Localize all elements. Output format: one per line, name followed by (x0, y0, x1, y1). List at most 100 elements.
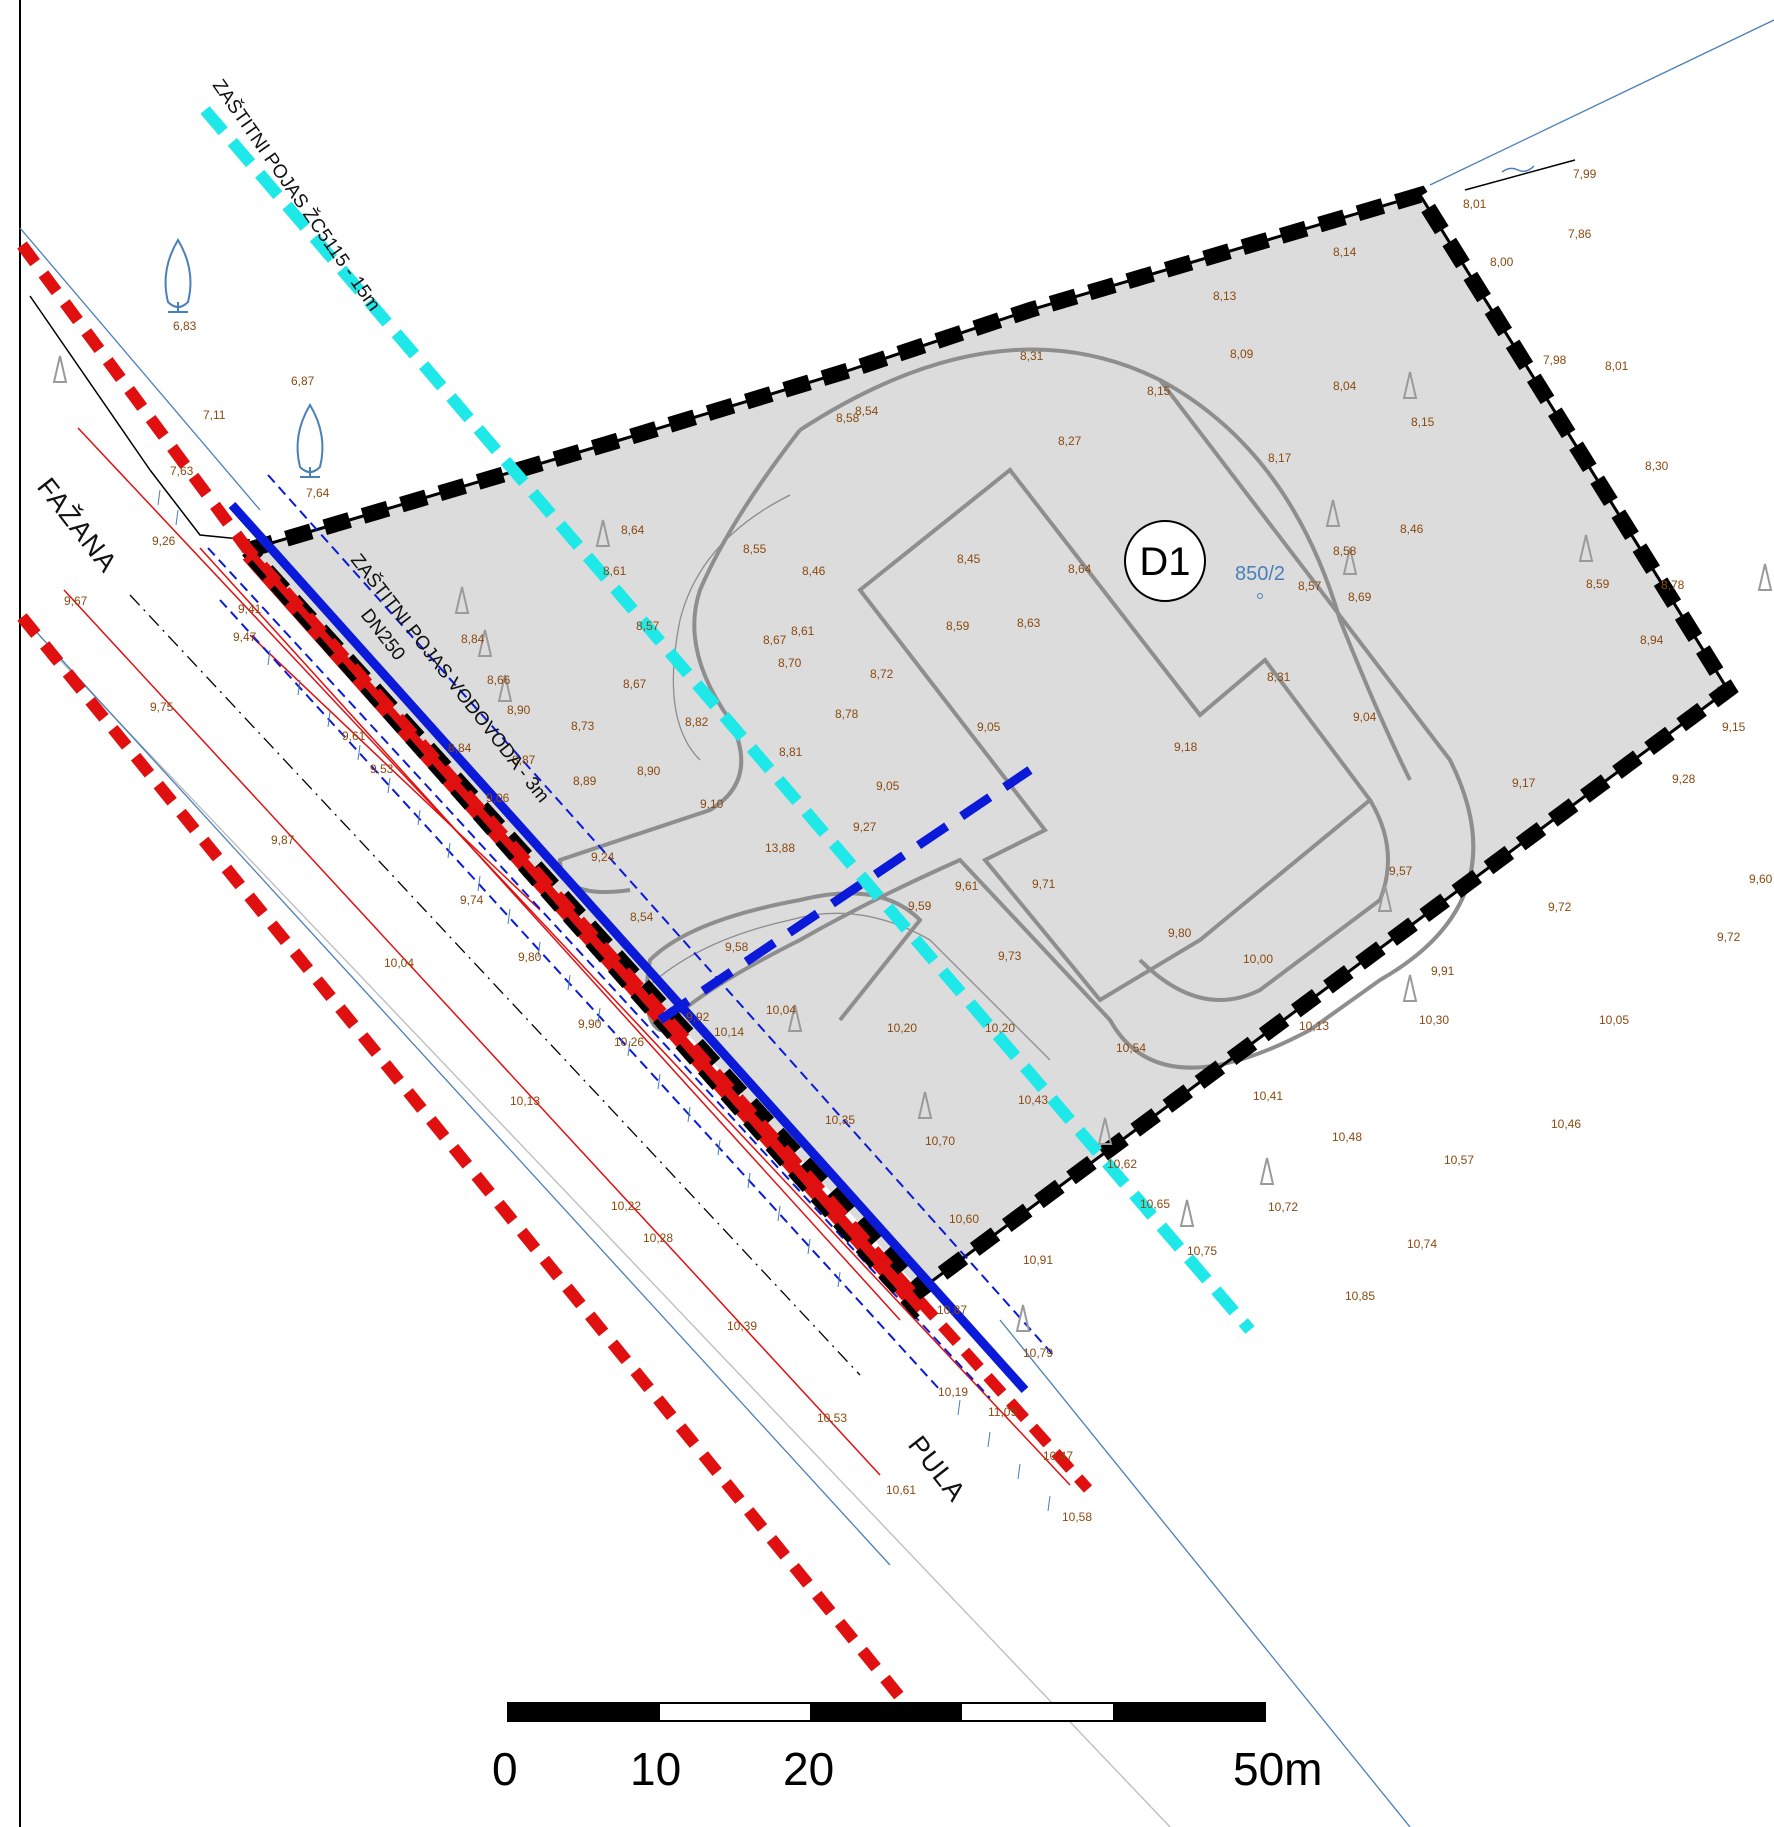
elevation-label: 9,91 (1431, 964, 1455, 978)
elevation-label: 10,04 (384, 956, 414, 970)
elevation-label: 10,20 (985, 1021, 1015, 1035)
elevation-label: 8,59 (946, 619, 970, 633)
elevation-label: 8,69 (1348, 590, 1372, 604)
elevation-label: 13,88 (765, 841, 795, 855)
elevation-label: 10,70 (925, 1134, 955, 1148)
elevation-label: 7,11 (203, 408, 226, 422)
elevation-label: 10,28 (643, 1231, 673, 1245)
elevation-label: 6,83 (173, 319, 197, 333)
elevation-label: 10,58 (1062, 1510, 1092, 1524)
elevation-label: 8,59 (1586, 577, 1610, 591)
elevation-label: 9,58 (725, 940, 749, 954)
road-label-fazana: FAŽANA (31, 472, 124, 579)
cadastral-line-ne (1429, 19, 1774, 186)
elevation-label: 10,61 (886, 1483, 916, 1497)
elevation-label: 9,60 (1749, 872, 1773, 886)
elevation-label: 8,67 (763, 633, 787, 647)
elevation-label: 8,01 (1605, 359, 1629, 373)
elevation-label: 9,87 (271, 833, 295, 847)
elevation-label: 10,85 (1345, 1289, 1375, 1303)
elevation-label: 10,22 (611, 1199, 641, 1213)
elevation-label: 9,10 (700, 797, 724, 811)
elevation-label: 7,63 (170, 464, 194, 478)
scale-tick-10: 10 (630, 1743, 681, 1795)
scale-tick-50m: 50m (1233, 1743, 1322, 1795)
zone-marker-circle (1124, 520, 1206, 602)
road-lines-red (63, 427, 1071, 1486)
elevation-label: 8,01 (1463, 197, 1487, 211)
tree-icon (164, 238, 192, 313)
elevation-label: 9,27 (853, 820, 877, 834)
elevation-label: 8,87 (512, 753, 536, 767)
elevation-label: 10,26 (614, 1035, 644, 1049)
buffer-zc5115 (200, 106, 1255, 1334)
elevation-label: 9,57 (1389, 864, 1413, 878)
elevation-label: 9,80 (1168, 926, 1192, 940)
elevation-label: 9,92 (686, 1010, 710, 1024)
elevation-label: 10,43 (1018, 1093, 1048, 1107)
elevation-label: 7,98 (1543, 353, 1567, 367)
elevation-label: 10,41 (1253, 1089, 1283, 1103)
elevation-points: 7,99 8,01 7,86 8,00 8,14 8,13 7,98 8,01 … (64, 167, 1773, 1524)
elevation-label: 8,82 (685, 715, 709, 729)
elevation-label: 8,72 (870, 667, 894, 681)
wall-segment-ne (1464, 159, 1576, 191)
buffer-zc-label: ZAŠTITNI POJAS ŽC5115 - 15m (208, 75, 385, 315)
scale-bar: 0 10 20 50m (492, 1702, 1322, 1795)
elevation-label: 9,59 (908, 899, 932, 913)
elevation-label: 8,00 (1490, 255, 1514, 269)
water-pipe-dn250 (228, 501, 1029, 1394)
elevation-label: 8,84 (461, 632, 485, 646)
elevation-label: 6,87 (291, 374, 315, 388)
elevation-label: 7,64 (306, 486, 330, 500)
elevation-label: 8,94 (1640, 633, 1664, 647)
elevation-label: 8,31 (1020, 349, 1044, 363)
road-regulation-red-solid (242, 550, 926, 1315)
elevation-label: 10,13 (510, 1094, 540, 1108)
elevation-label: 8,58 (836, 411, 860, 425)
elevation-label: 10,72 (1268, 1200, 1298, 1214)
elevation-label: 10,54 (1116, 1041, 1146, 1055)
elevation-label: 7,86 (1568, 227, 1592, 241)
elevation-label: 8,63 (1017, 616, 1041, 630)
elevation-label: 10,91 (1023, 1253, 1053, 1267)
elevation-label: 8,09 (1230, 347, 1254, 361)
elevation-label: 10,79 (1023, 1346, 1053, 1360)
elevation-label: 10,47 (1043, 1449, 1073, 1463)
elevation-label: 8,27 (1058, 434, 1082, 448)
elevation-label: 9,06 (486, 791, 510, 805)
elevation-label: 11,09 (988, 1405, 1017, 1419)
elevation-label: 8,45 (957, 552, 981, 566)
elevation-label: 8,57 (636, 619, 660, 633)
elevation-label: 8,14 (1333, 245, 1357, 259)
elevation-label: 8,84 (448, 741, 472, 755)
parcel-point (1257, 593, 1263, 599)
elevation-label: 9,15 (1722, 720, 1746, 734)
elevation-label: 10,04 (766, 1003, 796, 1017)
elevation-label: 8,15 (1411, 415, 1435, 429)
elevation-label: 8,90 (507, 703, 531, 717)
parcel-number: 850/2 (1235, 563, 1285, 585)
elevation-label: 10,00 (1243, 952, 1273, 966)
elevation-label: 8,30 (1645, 459, 1669, 473)
elevation-label: 10,75 (1187, 1244, 1217, 1258)
slope-hatching (157, 489, 1051, 1512)
elevation-label: 9,75 (150, 700, 174, 714)
elevation-label: 8,13 (1213, 289, 1237, 303)
elevation-label: 8,78 (835, 707, 859, 721)
elevation-label: 8,04 (1333, 379, 1357, 393)
elevation-label: 8,64 (621, 523, 645, 537)
elevation-label: 9,05 (977, 720, 1001, 734)
water-pipe-branch (657, 766, 1033, 1024)
elevation-label: 8,58 (1333, 544, 1357, 558)
elevation-label: 9,17 (1512, 776, 1536, 790)
elevation-label: 10,87 (937, 1303, 967, 1317)
elevation-label: 10,46 (1551, 1117, 1581, 1131)
elevation-label: 10,65 (1140, 1197, 1170, 1211)
small-trees (52, 355, 1773, 1332)
elevation-label: 8,81 (779, 745, 803, 759)
elevation-label: 8,78 (1661, 578, 1685, 592)
elevation-label: 9,72 (1548, 900, 1572, 914)
elevation-label: 8,66 (487, 673, 511, 687)
